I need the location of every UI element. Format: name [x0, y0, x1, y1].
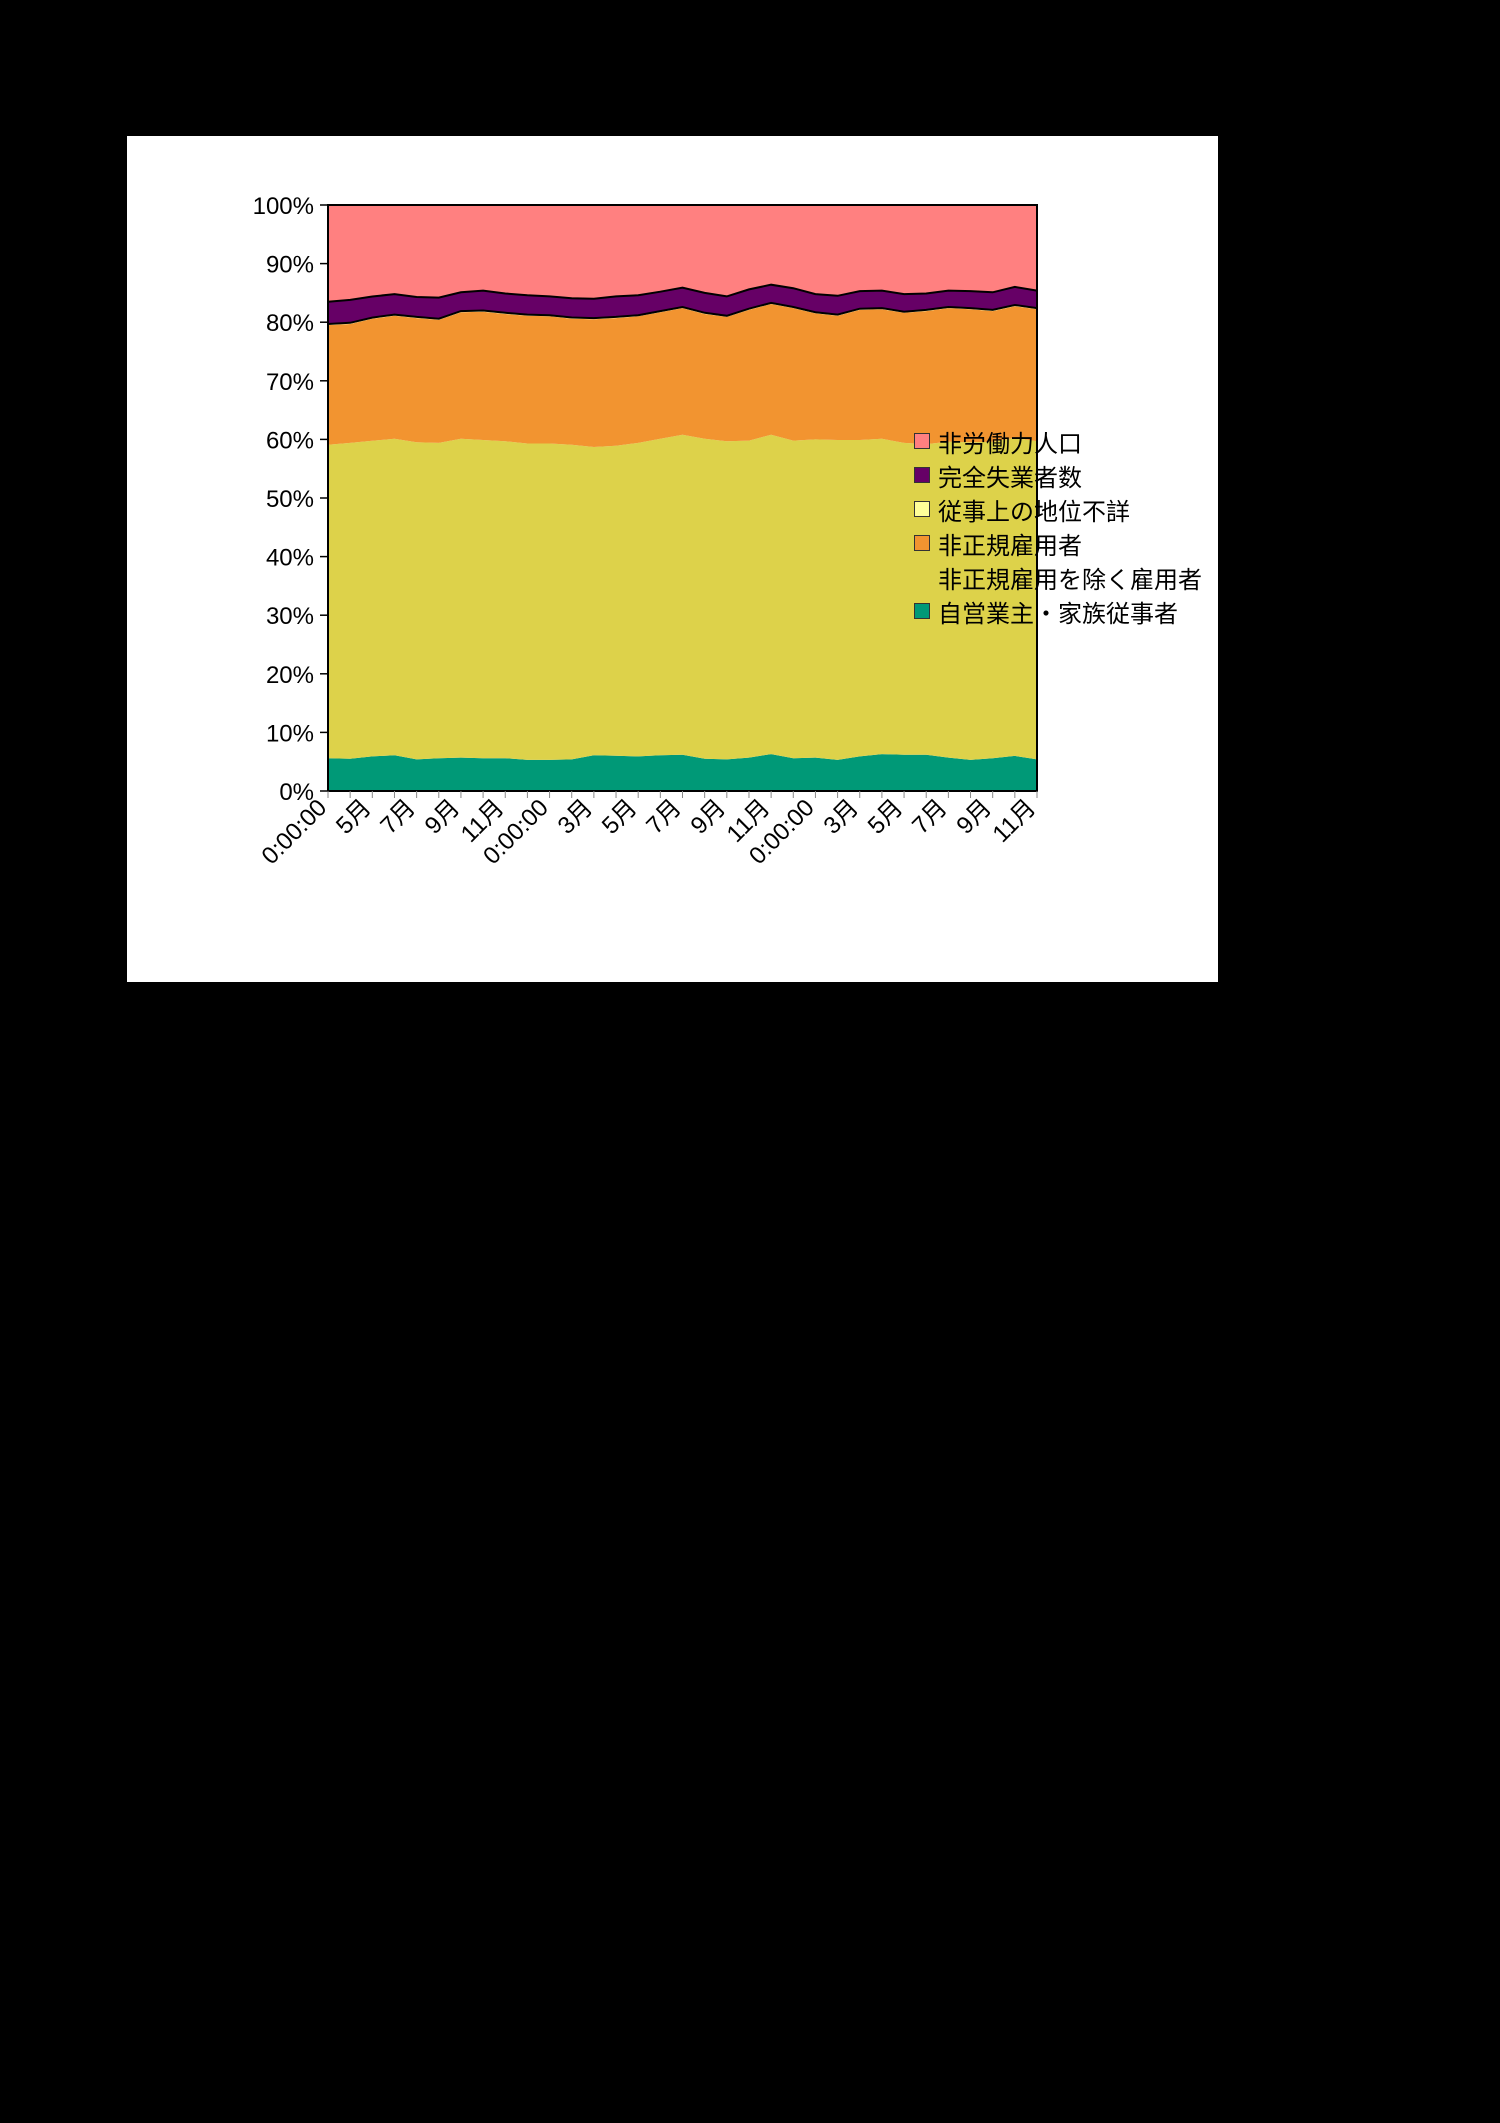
- x-tick-label: 7月: [907, 794, 953, 840]
- stacked-area-chart: 0%10%20%30%40%50%60%70%80%90%100%0:00:00…: [253, 193, 1042, 870]
- x-tick-label: 9月: [951, 794, 997, 840]
- legend-label: 非正規雇用を除く雇用者: [938, 567, 1202, 594]
- y-tick-label: 30%: [266, 603, 314, 630]
- y-tick-label: 60%: [266, 427, 314, 454]
- y-tick-label: 20%: [266, 662, 314, 689]
- legend: 非労働力人口 完全失業者数 従事上の地位不詳 非正規雇用者 非正規雇用を除く雇用…: [914, 424, 1202, 628]
- y-tick-label: 70%: [266, 369, 314, 396]
- x-tick-label: 5月: [331, 794, 377, 840]
- legend-label: 非正規雇用者: [938, 533, 1082, 560]
- x-tick-label: 9月: [686, 794, 732, 840]
- legend-item: 自営業主・家族従事者: [914, 594, 1202, 628]
- x-tick-label: 3月: [553, 794, 599, 840]
- x-tick-label: 5月: [863, 794, 909, 840]
- legend-label: 自営業主・家族従事者: [938, 601, 1178, 628]
- legend-item: 完全失業者数: [914, 458, 1202, 492]
- area-series: [328, 434, 1037, 760]
- x-tick-label: 9月: [420, 794, 466, 840]
- legend-swatch: [914, 433, 930, 449]
- area-series: [328, 304, 1037, 447]
- legend-swatch: [914, 535, 930, 551]
- x-tick-label: 3月: [818, 794, 864, 840]
- legend-item: 非労働力人口: [914, 424, 1202, 458]
- legend-swatch: [914, 603, 930, 619]
- legend-item: 従事上の地位不詳: [914, 492, 1202, 526]
- x-tick-label: 11月: [988, 794, 1042, 848]
- y-tick-label: 100%: [253, 193, 314, 220]
- x-tick-label: 5月: [597, 794, 643, 840]
- legend-swatch: [914, 569, 930, 585]
- legend-label: 完全失業者数: [938, 465, 1082, 492]
- legend-label: 非労働力人口: [938, 431, 1082, 458]
- legend-swatch: [914, 501, 930, 517]
- chart-panel: 0% 10% 20% 30% 40% 50% 60% 70% 80% 90% 100% 0:00:00…: [127, 136, 1218, 982]
- series-border-line: [327, 301, 1038, 325]
- y-tick-label: 80%: [266, 310, 314, 337]
- area-series: [328, 205, 1037, 302]
- x-tick-label: 7月: [375, 794, 421, 840]
- legend-label: 従事上の地位不詳: [938, 499, 1130, 526]
- legend-item: 非正規雇用者: [914, 526, 1202, 560]
- y-tick-label: 90%: [266, 252, 314, 279]
- y-tick-label: 10%: [266, 720, 314, 747]
- y-tick-label: 50%: [266, 486, 314, 513]
- y-tick-label: 40%: [266, 545, 314, 572]
- x-tick-label: 7月: [641, 794, 687, 840]
- y-tick-label: 0%: [279, 779, 314, 806]
- legend-item: 非正規雇用を除く雇用者: [914, 560, 1202, 594]
- series-border-line: [327, 283, 1038, 303]
- area-series: [328, 284, 1037, 324]
- legend-swatch: [914, 467, 930, 483]
- area-series: [328, 754, 1037, 791]
